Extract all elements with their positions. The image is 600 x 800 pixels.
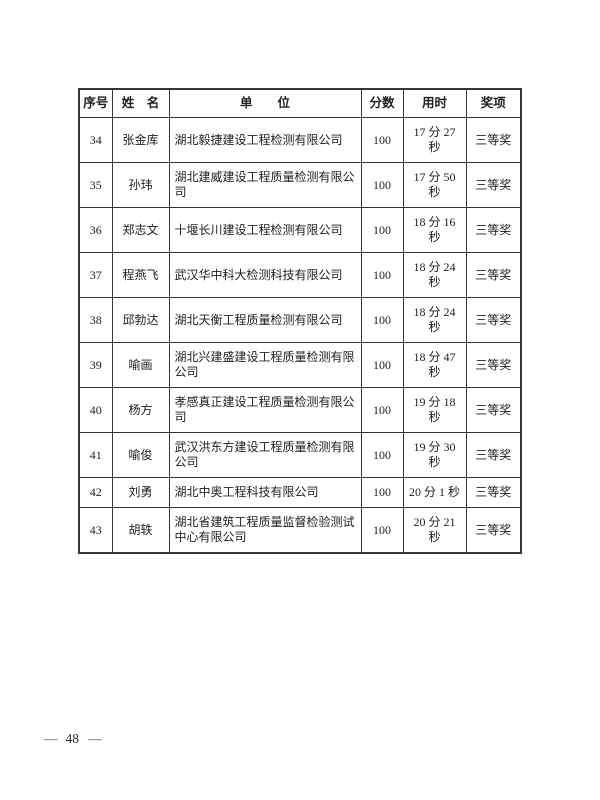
table-body: 34 张金库 湖北毅捷建设工程检测有限公司 100 17 分 27 秒三等奖 35 孙玮 湖北…: [78, 117, 522, 554]
cell-award: 三等奖: [465, 117, 522, 163]
cell-award: 三等奖: [465, 387, 522, 433]
column-header-award: 奖项: [465, 88, 522, 118]
table-header-row: 序号姓 名单 位分数 用时 奖项: [78, 88, 522, 118]
cell-unit: 孝感真正建设工程质量检测有限公司: [168, 387, 362, 433]
cell-no: 35: [78, 162, 113, 208]
cell-name: 孙玮: [111, 162, 170, 208]
cell-unit: 湖北省建筑工程质量监督检验测试中心有限公司: [168, 507, 362, 554]
table-row: 35 孙玮 湖北建威建设工程质量检测有限公司 100 17 分 50 秒三等奖: [78, 162, 522, 208]
cell-time: 19 分 18 秒: [402, 387, 467, 433]
cell-time: 18 分 24 秒: [402, 297, 467, 343]
cell-time: 20 分 1 秒: [402, 477, 467, 508]
column-header-score: 分数: [360, 88, 404, 118]
column-header-name: 姓 名: [111, 88, 170, 118]
cell-unit: 湖北天衡工程质量检测有限公司: [168, 297, 362, 343]
cell-no: 42: [78, 477, 113, 508]
cell-score: 100: [360, 162, 404, 208]
page-number: 48: [65, 731, 80, 746]
table-row: 42 刘勇 湖北中奥工程科技有限公司 100 20 分 1 秒三等奖: [78, 477, 522, 508]
cell-time: 19 分 30 秒: [402, 432, 467, 478]
cell-score: 100: [360, 477, 404, 508]
cell-score: 100: [360, 507, 404, 554]
cell-award: 三等奖: [465, 252, 522, 298]
cell-name: 刘勇: [111, 477, 170, 508]
table-row: 40 杨方 孝感真正建设工程质量检测有限公司 100 19 分 18 秒三等奖: [78, 387, 522, 433]
cell-time: 17 分 50 秒: [402, 162, 467, 208]
cell-no: 39: [78, 342, 113, 388]
footer-dash-right: —: [88, 731, 101, 746]
cell-no: 36: [78, 207, 113, 253]
cell-score: 100: [360, 387, 404, 433]
cell-name: 喻画: [111, 342, 170, 388]
table-row: 41 喻俊 武汉洪东方建设工程质量检测有限公司 100 19 分 30 秒三等奖: [78, 432, 522, 478]
cell-time: 18 分 24 秒: [402, 252, 467, 298]
page-footer: — 48 —: [44, 731, 101, 747]
cell-score: 100: [360, 297, 404, 343]
cell-name: 喻俊: [111, 432, 170, 478]
footer-dash-left: —: [44, 731, 57, 746]
award-table: 序号姓 名单 位分数 用时 奖项 34 张金库 湖北毅捷建设工程检测有限公司 100 17 …: [78, 88, 522, 554]
cell-award: 三等奖: [465, 162, 522, 208]
cell-no: 41: [78, 432, 113, 478]
cell-award: 三等奖: [465, 297, 522, 343]
cell-score: 100: [360, 252, 404, 298]
cell-no: 34: [78, 117, 113, 163]
cell-name: 胡轶: [111, 507, 170, 554]
column-header-no: 序号: [78, 88, 113, 118]
cell-name: 郑志文: [111, 207, 170, 253]
cell-unit: 武汉华中科大检测科技有限公司: [168, 252, 362, 298]
cell-no: 38: [78, 297, 113, 343]
cell-unit: 湖北建威建设工程质量检测有限公司: [168, 162, 362, 208]
table-row: 37 程燕飞 武汉华中科大检测科技有限公司 100 18 分 24 秒三等奖: [78, 252, 522, 298]
table-row: 39 喻画 湖北兴建盛建设工程质量检测有限公司 100 18 分 47 秒三等奖: [78, 342, 522, 388]
cell-name: 程燕飞: [111, 252, 170, 298]
cell-unit: 武汉洪东方建设工程质量检测有限公司: [168, 432, 362, 478]
cell-name: 张金库: [111, 117, 170, 163]
cell-unit: 湖北毅捷建设工程检测有限公司: [168, 117, 362, 163]
table-row: 43 胡轶 湖北省建筑工程质量监督检验测试中心有限公司 100 20 分 21 秒三等奖: [78, 507, 522, 554]
cell-unit: 湖北兴建盛建设工程质量检测有限公司: [168, 342, 362, 388]
cell-unit: 十堰长川建设工程检测有限公司: [168, 207, 362, 253]
cell-no: 37: [78, 252, 113, 298]
cell-name: 杨方: [111, 387, 170, 433]
cell-time: 20 分 21 秒: [402, 507, 467, 554]
cell-time: 18 分 16 秒: [402, 207, 467, 253]
cell-unit: 湖北中奥工程科技有限公司: [168, 477, 362, 508]
cell-score: 100: [360, 432, 404, 478]
cell-time: 17 分 27 秒: [402, 117, 467, 163]
table-row: 38 邱勃达 湖北天衡工程质量检测有限公司 100 18 分 24 秒三等奖: [78, 297, 522, 343]
cell-award: 三等奖: [465, 207, 522, 253]
cell-score: 100: [360, 342, 404, 388]
cell-name: 邱勃达: [111, 297, 170, 343]
cell-award: 三等奖: [465, 507, 522, 554]
cell-no: 43: [78, 507, 113, 554]
cell-award: 三等奖: [465, 342, 522, 388]
cell-score: 100: [360, 117, 404, 163]
column-header-unit: 单 位: [168, 88, 362, 118]
cell-score: 100: [360, 207, 404, 253]
cell-no: 40: [78, 387, 113, 433]
column-header-time: 用时: [402, 88, 467, 118]
table-row: 36 郑志文 十堰长川建设工程检测有限公司 100 18 分 16 秒三等奖: [78, 207, 522, 253]
table-row: 34 张金库 湖北毅捷建设工程检测有限公司 100 17 分 27 秒三等奖: [78, 117, 522, 163]
cell-time: 18 分 47 秒: [402, 342, 467, 388]
cell-award: 三等奖: [465, 432, 522, 478]
cell-award: 三等奖: [465, 477, 522, 508]
